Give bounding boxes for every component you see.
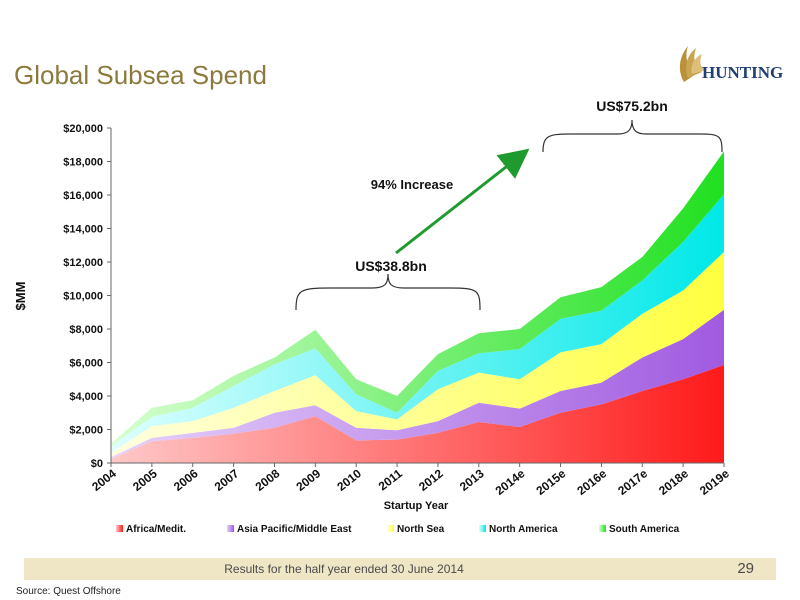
x-tick-label: 2004 — [89, 466, 119, 494]
hunting-wing-icon — [679, 46, 706, 82]
x-tick-label: 2010 — [334, 466, 364, 494]
area-north-america — [111, 194, 724, 453]
source-note: Source: Quest Offshore — [16, 586, 121, 597]
chart-legend: Africa/Medit. Asia Pacific/Middle East Nor… — [116, 524, 680, 535]
y-tick-label: $2,000 — [69, 425, 103, 437]
y-tick-label: $18,000 — [63, 157, 103, 169]
legend-label: Asia Pacific/Middle East — [237, 524, 352, 535]
increase-label: 94% Increase — [371, 177, 453, 192]
y-tick-label: $12,000 — [63, 257, 103, 269]
y-tick-label: $10,000 — [63, 291, 103, 303]
y-tick-label: $16,000 — [63, 190, 103, 202]
legend-swatch — [479, 525, 486, 532]
footer-text: Results for the half year ended 30 June … — [224, 562, 464, 576]
area-africa-medit- — [111, 365, 724, 463]
increase-arrow — [395, 148, 530, 255]
legend-label: North America — [489, 524, 558, 535]
x-tick-label: 2009 — [294, 466, 324, 494]
legend-swatch — [227, 525, 234, 532]
x-tick-label: 2019e — [697, 466, 732, 498]
legend-swatch — [116, 525, 123, 532]
bracket-label-75-2bn: US$75.2bn — [596, 98, 668, 114]
x-tick-label: 2016e — [574, 466, 609, 498]
x-tick-label: 2005 — [130, 466, 160, 494]
y-tick-label: $0 — [91, 458, 103, 470]
y-axis-label: $MM — [13, 282, 28, 311]
y-tick-label: $20,000 — [63, 123, 103, 135]
x-axis-label: Startup Year — [384, 500, 449, 512]
area-north-sea — [111, 251, 724, 458]
x-tick-label: 2012 — [416, 466, 446, 494]
legend-label: South America — [609, 524, 680, 535]
legend-label: Africa/Medit. — [126, 524, 186, 535]
x-tick-label: 2008 — [253, 466, 283, 494]
x-tick-label: 2006 — [171, 466, 201, 494]
slide-title: Global Subsea Spend — [14, 60, 267, 90]
y-tick-label: $14,000 — [63, 224, 103, 236]
logo-text: HUNTING — [702, 63, 783, 82]
bracket-label-38-8bn: US$38.8bn — [355, 258, 427, 274]
x-tick-label: 2013 — [457, 466, 487, 494]
x-tick-label: 2015e — [533, 466, 568, 498]
hunting-logo: HUNTING — [679, 46, 783, 82]
x-tick-label: 2007 — [212, 466, 242, 494]
x-tick-label: 2017e — [615, 466, 650, 498]
legend-swatch — [387, 525, 394, 532]
area-asia-pacific-middle-east — [111, 309, 724, 459]
y-tick-label: $8,000 — [69, 324, 103, 336]
x-tick-label: 2011 — [376, 466, 405, 493]
y-tick-label: $4,000 — [69, 391, 103, 403]
footer-band: Results for the half year ended 30 June … — [24, 558, 776, 580]
x-tick-label: 2018e — [656, 466, 691, 498]
legend-label: North Sea — [397, 524, 445, 535]
y-tick-label: $6,000 — [69, 358, 103, 370]
legend-swatch — [599, 525, 606, 532]
bracket-2014-2019 — [542, 119, 723, 153]
subsea-spend-chart: 2004 2005 2006 2007 2008 2009 2010 2011 2012 2013… — [13, 98, 732, 535]
x-tick-label: 2014e — [493, 466, 528, 498]
area-south-america — [111, 151, 724, 447]
page-number: 29 — [737, 560, 754, 577]
bracket-2004-2013 — [295, 273, 481, 311]
